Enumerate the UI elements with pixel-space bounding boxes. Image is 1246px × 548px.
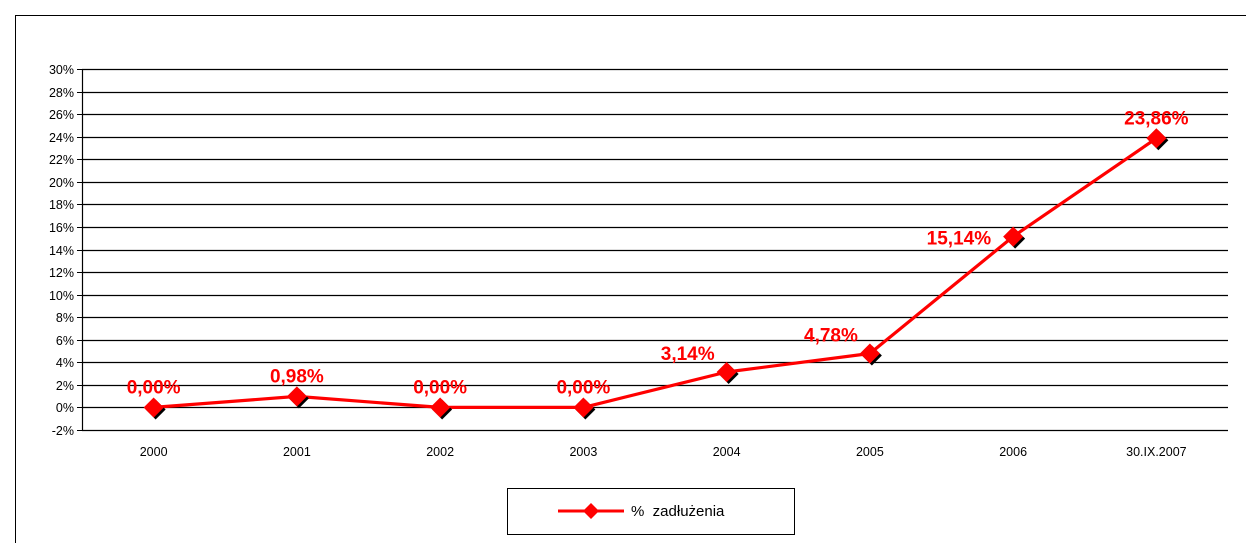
legend: % zadłużenia — [508, 489, 795, 535]
y-tick-label: 8% — [56, 311, 74, 325]
y-tick-label: 4% — [56, 356, 74, 370]
y-tick-label: -2% — [52, 424, 74, 438]
data-label: 0,98% — [270, 366, 324, 387]
legend-label: % zadłużenia — [631, 503, 725, 520]
data-point-marker — [287, 386, 307, 406]
y-tick-label: 24% — [49, 131, 74, 145]
y-tick-label: 22% — [49, 153, 74, 167]
data-point-marker — [144, 397, 164, 417]
data-label: 4,78% — [804, 326, 858, 347]
gridlines — [77, 70, 1228, 431]
y-tick-label: 28% — [49, 86, 74, 100]
data-labels: 0,00% 0,98% 0,00% 0,00% 3,14% 4,78% 15,14% 23,8… — [127, 108, 1189, 398]
y-tick-label: 2% — [56, 379, 74, 393]
y-tick-label: 12% — [49, 266, 74, 280]
data-point-marker — [573, 397, 593, 417]
x-tick-label: 2005 — [856, 445, 884, 459]
y-tick-label: 10% — [49, 289, 74, 303]
data-label: 23,86% — [1124, 108, 1189, 129]
y-tick-label: 6% — [56, 334, 74, 348]
x-tick-label: 2001 — [283, 445, 311, 459]
y-tick-label: 0% — [56, 401, 74, 415]
data-label: 0,00% — [413, 377, 467, 398]
y-axis-tick-labels: -2% 0% 2% 4% 6% 8% 10% 12% 14% 16% 18% 20% 22% 24% 26%… — [49, 63, 74, 438]
y-tick-label: 20% — [49, 176, 74, 190]
data-point-marker — [717, 362, 737, 382]
data-label: 0,00% — [556, 377, 610, 398]
data-label: 0,00% — [127, 377, 181, 398]
y-tick-label: 16% — [49, 221, 74, 235]
x-tick-label: 2002 — [426, 445, 454, 459]
data-point-marker — [430, 397, 450, 417]
y-tick-label: 30% — [49, 63, 74, 77]
y-tick-label: 14% — [49, 244, 74, 258]
x-tick-label: 2003 — [569, 445, 597, 459]
x-tick-label: 2000 — [140, 445, 168, 459]
x-axis-tick-labels: 2000 2001 2002 2003 2004 2005 2006 30.IX.2007 — [140, 445, 1187, 459]
x-tick-label: 2006 — [999, 445, 1027, 459]
x-tick-label: 30.IX.2007 — [1126, 445, 1187, 459]
y-tick-label: 18% — [49, 198, 74, 212]
data-point-marker — [1146, 128, 1166, 148]
outer-border — [16, 16, 1246, 544]
data-label: 3,14% — [661, 344, 715, 365]
x-tick-label: 2004 — [713, 445, 741, 459]
y-tick-label: 26% — [49, 108, 74, 122]
data-label: 15,14% — [927, 229, 992, 250]
